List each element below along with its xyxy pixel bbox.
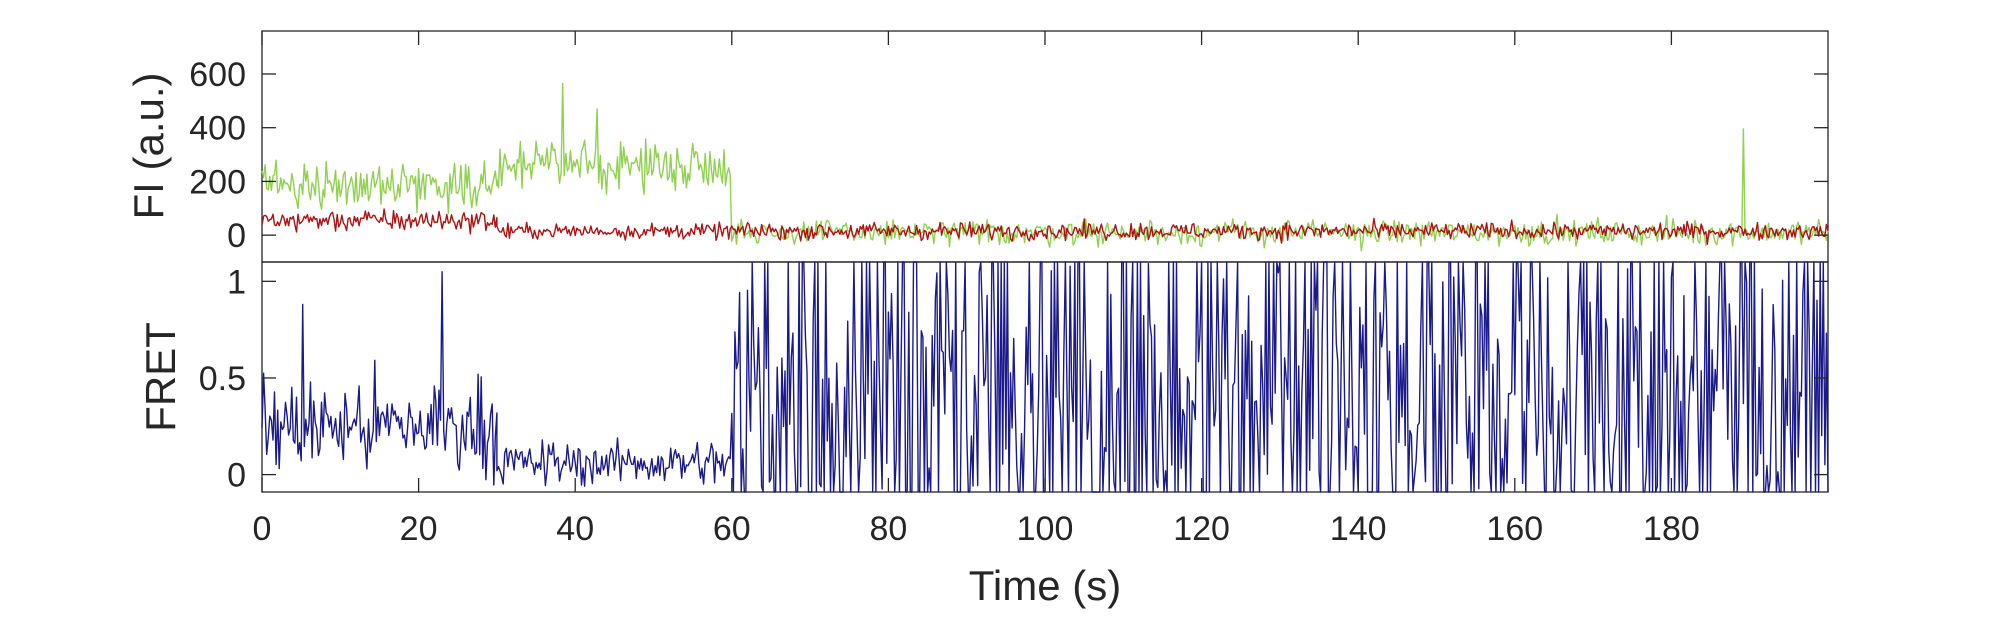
x-tick-label: 140 [1330, 510, 1387, 548]
x-tick-label: 100 [1017, 510, 1074, 548]
x-tick-label: 120 [1173, 510, 1230, 548]
series-line-1-0 [261, 261, 1829, 493]
y-tick-label: 400 [189, 110, 246, 148]
x-tick-label: 80 [869, 510, 907, 548]
y-tick-label: 0 [227, 217, 246, 255]
x-tick-label: 40 [556, 510, 594, 548]
x-tick-label: 180 [1643, 510, 1700, 548]
x-tick-label: 20 [400, 510, 438, 548]
intensity-panel: 0 200 400 600 FI (a.u.) [125, 30, 1829, 263]
intensity-y-ticks: 0 200 400 600 [189, 56, 1828, 255]
fret-traces [261, 261, 1829, 493]
intensity-y-axis-label: FI (a.u.) [125, 72, 172, 219]
intensity-traces [261, 82, 1829, 252]
x-tick-label: 0 [253, 510, 272, 548]
fret-y-ticks: 00.51 [199, 263, 1828, 495]
y-tick-label: 200 [189, 163, 246, 201]
y-tick-label: 1 [227, 263, 246, 301]
y-tick-label: 0.5 [199, 360, 246, 398]
fret-y-axis-label: FRET [137, 322, 184, 432]
series-line-0-1 [261, 208, 1829, 245]
x-tick-label: 60 [713, 510, 751, 548]
y-tick-label: 0 [227, 457, 246, 495]
x-tick-label: 160 [1486, 510, 1543, 548]
time-x-axis-label: Time (s) [969, 562, 1121, 609]
fret-panel: 00.51 0 20 40 60 80 100 120 140 160 180 FRET Time… [137, 31, 1829, 609]
time-x-ticks: 0 20 40 60 80 100 120 140 160 180 [253, 31, 1700, 548]
y-tick-label: 600 [189, 56, 246, 94]
